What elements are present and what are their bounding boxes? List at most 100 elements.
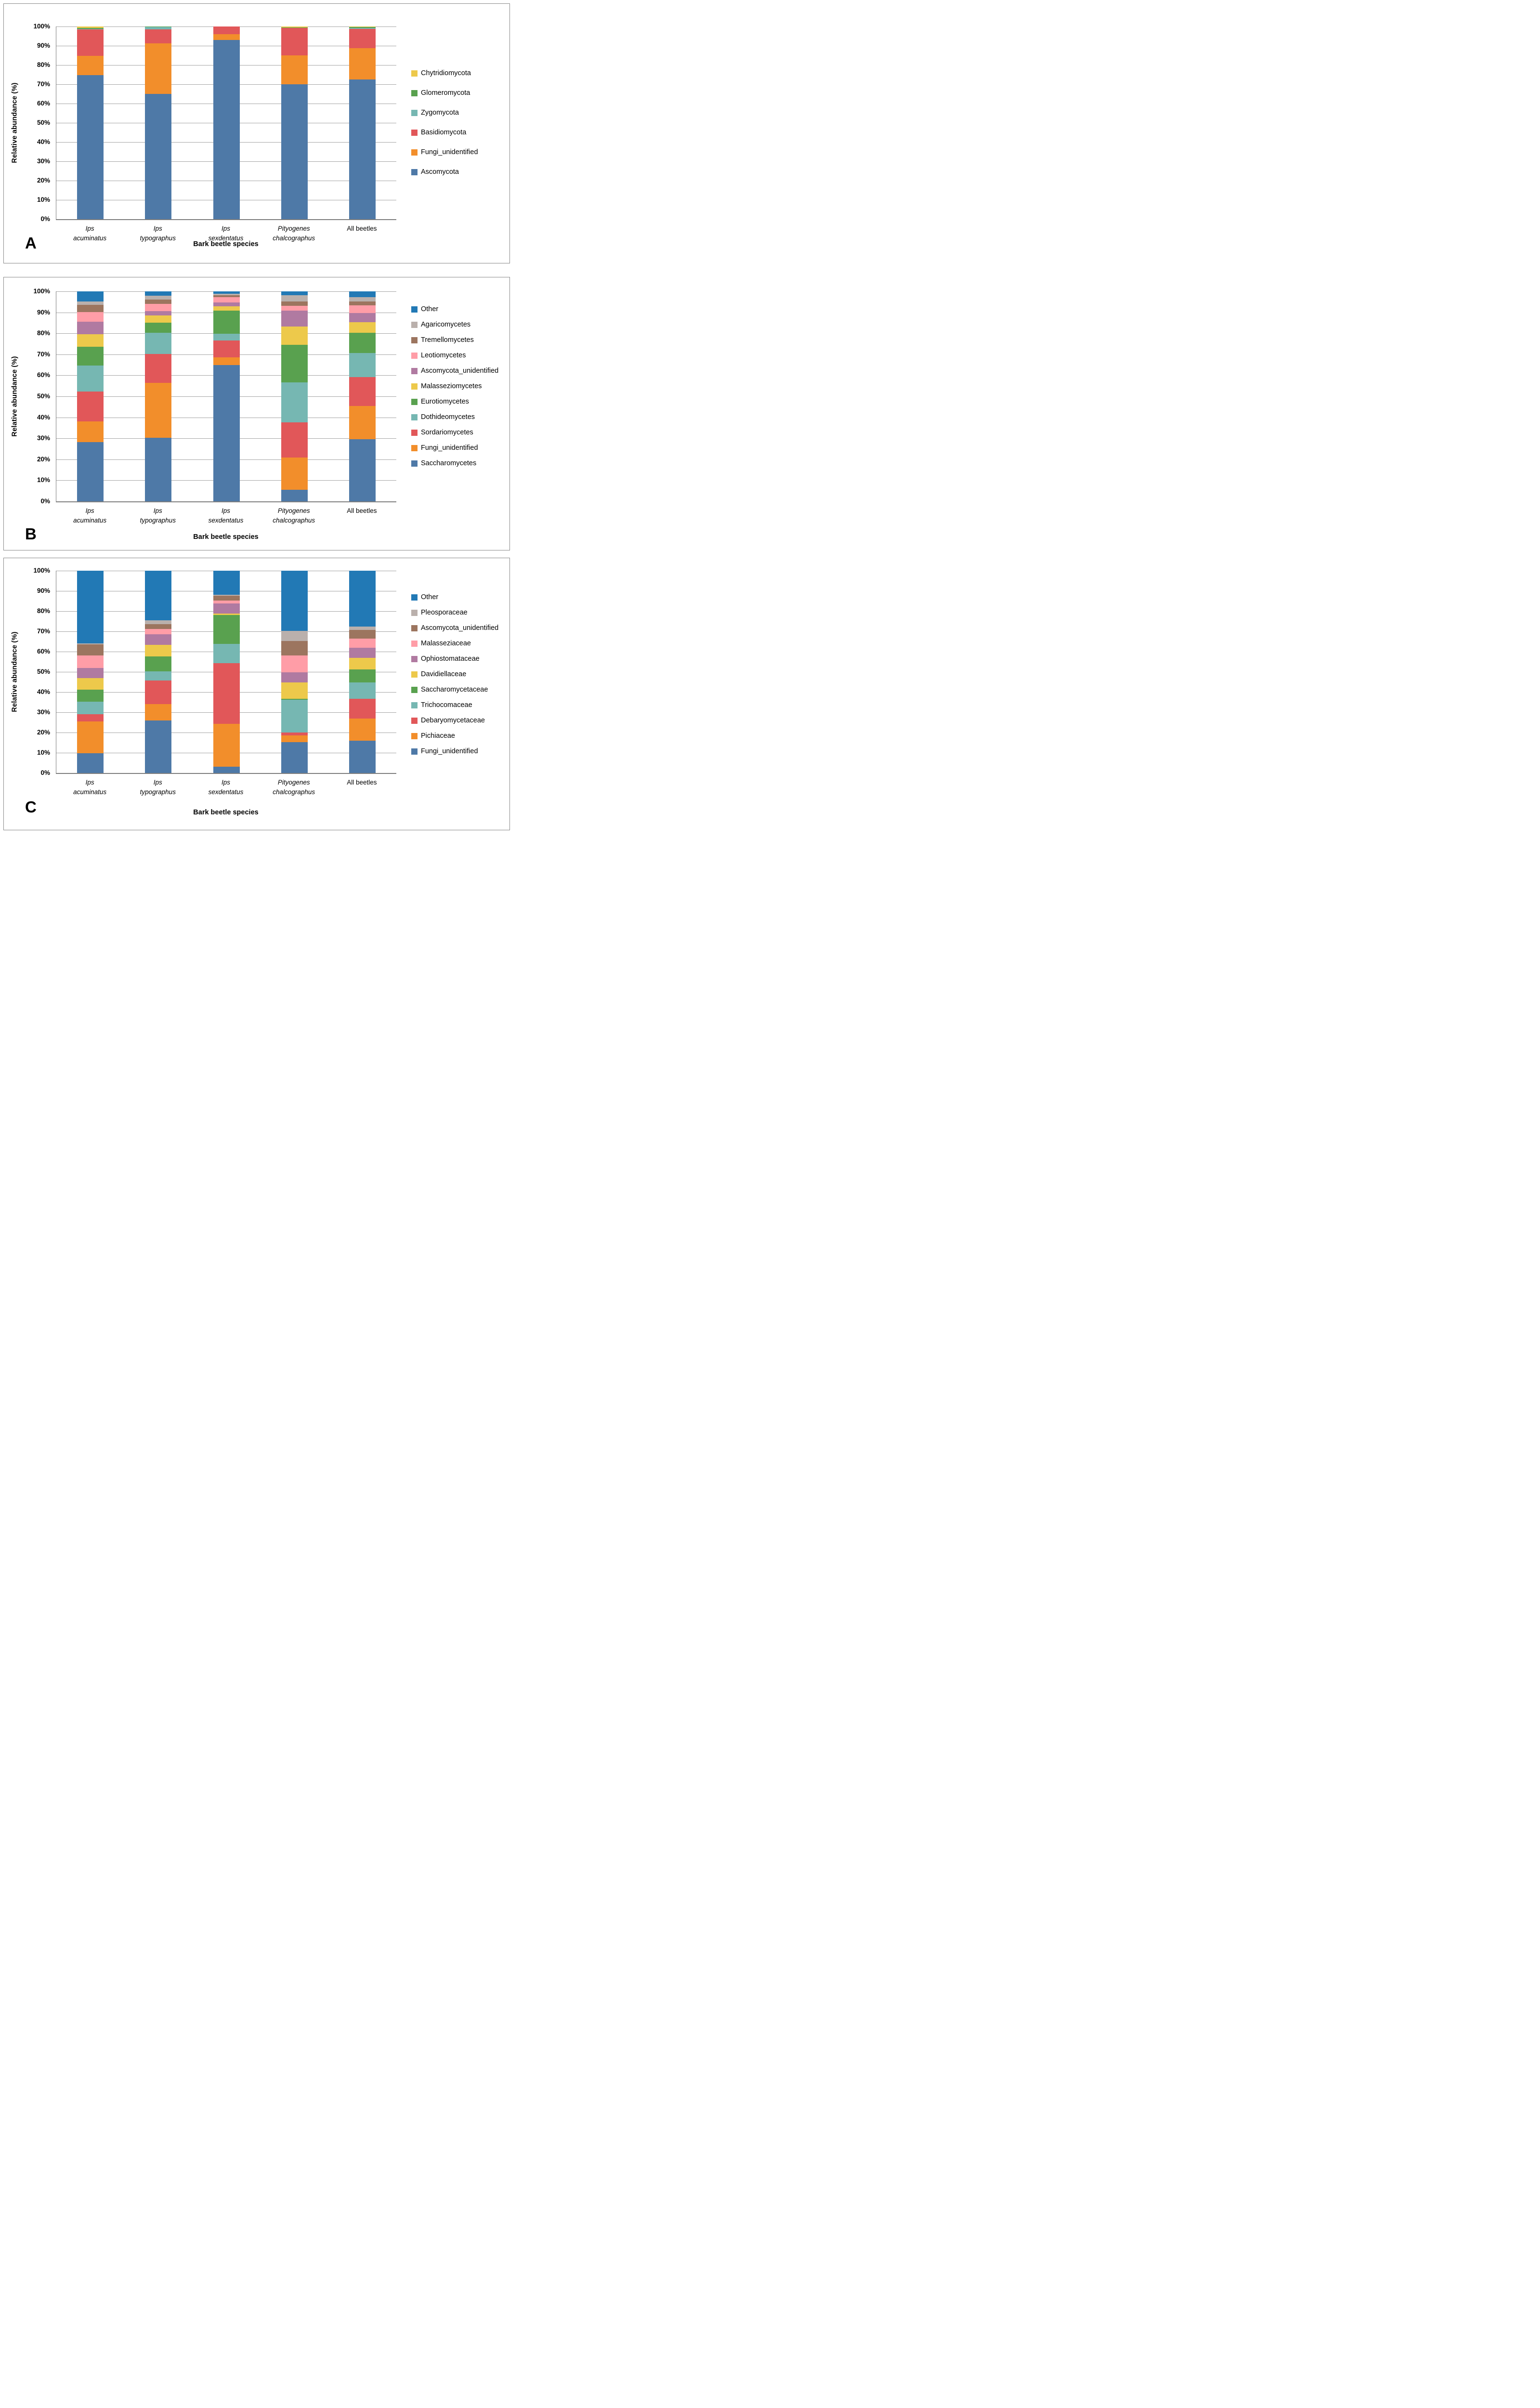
segment-zygomycota (349, 27, 376, 29)
x-label-line2: chalcographus (273, 517, 315, 524)
segment-eurotiomycetes (281, 345, 308, 382)
legend-label: Zygomycota (421, 109, 459, 117)
legend-swatch-chytridiomycota (411, 70, 418, 77)
segment-pleosporaceae (281, 631, 308, 641)
segment-ascomycota-unidentified (281, 310, 308, 327)
legend-item-glomeromycota: Glomeromycota (411, 89, 510, 97)
legend-item-basidiomycota: Basidiomycota (411, 129, 510, 136)
segment-fungi-unidentified (281, 742, 308, 773)
bar-ips-acuminatus (77, 291, 104, 501)
bar-slot-pityogenes-chalcographus (261, 571, 328, 773)
segment-ascomycota-unidentified (77, 644, 104, 656)
segment-ascomycota (213, 40, 240, 219)
legend-swatch-saccharomycetaceae (411, 687, 418, 693)
bar-ips-acuminatus (77, 571, 104, 773)
legend-label: Chytridiomycota (421, 69, 471, 77)
segment-agaricomycetes (145, 296, 172, 300)
bar-slot-ips-acuminatus (56, 571, 124, 773)
x-label-ips-sexdentatus: Ips sexdentatus (192, 506, 260, 526)
y-tick-label: 80% (37, 607, 50, 615)
segment-saccharomycetaceae (145, 656, 172, 672)
segment-saccharomycetaceae (77, 690, 104, 702)
y-tick-label: 70% (37, 80, 50, 88)
legend-item-agaricomycetes: Agaricomycetes (411, 321, 510, 328)
segment-pleosporaceae (77, 643, 104, 645)
segment-davidiellaceae (349, 658, 376, 670)
segment-saccharomycetes (281, 490, 308, 501)
bar-slot-ips-sexdentatus (192, 26, 260, 219)
y-tick-label: 20% (37, 455, 50, 463)
legend-label: Saccharomycetes (421, 459, 477, 467)
segment-glomeromycota (145, 26, 172, 27)
legend-swatch-ophiostomataceae (411, 656, 418, 662)
legend-swatch-ascomycota-unidentified (411, 368, 418, 374)
legend-swatch-agaricomycetes (411, 322, 418, 328)
y-tick-label: 50% (37, 119, 50, 126)
segment-malasseziaceae (77, 655, 104, 668)
x-label-ips-sexdentatus: Ips sexdentatus (192, 224, 260, 244)
segment-pichiaceae (213, 723, 240, 767)
segment-basidiomycota (77, 29, 104, 56)
bar-ips-sexdentatus (213, 26, 240, 219)
segment-malasseziaceae (281, 655, 308, 673)
legend-item-ascomycota-unidentified: Ascomycota_unidentified (411, 624, 510, 632)
segment-debaryomycetaceae (349, 699, 376, 719)
segment-fungi-unidentified (213, 357, 240, 365)
y-tick-label: 80% (37, 61, 50, 68)
segment-other (281, 291, 308, 296)
x-label-line1: Ips (153, 507, 162, 514)
segment-ascomycota (77, 75, 104, 219)
x-label-line1: Ips (153, 779, 162, 786)
x-label-line2: acuminatus (73, 235, 107, 242)
segment-debaryomycetaceae (145, 681, 172, 704)
x-label-line2: acuminatus (73, 788, 107, 796)
legend: Other Pleosporaceae Ascomycota_unidentifie… (411, 593, 510, 755)
legend-item-other: Other (411, 305, 510, 313)
y-axis-title-text: Relative abundance (%) (11, 631, 19, 712)
bar-slot-ips-sexdentatus (192, 571, 260, 773)
segment-malasseziomycetes (213, 306, 240, 311)
legend-swatch-basidiomycota (411, 130, 418, 136)
segment-agaricomycetes (281, 295, 308, 302)
legend-item-chytridiomycota: Chytridiomycota (411, 69, 510, 77)
segment-tremellomycetes (145, 299, 172, 304)
segment-other (77, 291, 104, 301)
y-tick-label: 90% (37, 42, 50, 49)
legend-swatch-saccharomycetes (411, 460, 418, 467)
bar-slot-all-beetles (328, 291, 396, 501)
segment-davidiellaceae (145, 645, 172, 656)
segment-dothideomycetes (145, 333, 172, 354)
segment-debaryomycetaceae (281, 732, 308, 735)
y-tick-label: 10% (37, 749, 50, 756)
y-tick-label: 0% (40, 497, 50, 505)
segment-pichiaceae (349, 719, 376, 741)
segment-saccharomycetaceae (281, 699, 308, 700)
segment-ophiostomataceae (77, 668, 104, 679)
segment-chytridiomycota (77, 26, 104, 28)
legend-label: Ophiostomataceae (421, 655, 480, 663)
x-label-all-beetles: All beetles (328, 778, 396, 798)
bar-ips-typographus (145, 291, 172, 501)
legend-swatch-trichocomaceae (411, 702, 418, 708)
legend-item-malasseziomycetes: Malasseziomycetes (411, 382, 510, 390)
segment-leotiomycetes (281, 305, 308, 311)
segment-fungi-unidentified (349, 48, 376, 79)
legend-swatch-fungi-unidentified (411, 748, 418, 755)
x-label-ips-typographus: Ips typographus (124, 778, 192, 798)
legend-item-zygomycota: Zygomycota (411, 109, 510, 117)
segment-other (213, 291, 240, 294)
segment-ascomycota-unidentified (213, 302, 240, 307)
legend-label: Agaricomycetes (421, 321, 471, 328)
plot-area (56, 571, 396, 774)
legend-item-ascomycota-unidentified: Ascomycota_unidentified (411, 367, 510, 375)
segment-sordariomycetes (349, 377, 376, 406)
bar-columns (56, 26, 396, 219)
segment-other (213, 571, 240, 595)
x-axis-title: Bark beetle species (193, 240, 259, 248)
x-category-labels: Ips acuminatus Ips typographus Ips sexdentatu… (56, 506, 396, 526)
bar-columns (56, 291, 396, 501)
segment-ophiostomataceae (281, 672, 308, 683)
legend-swatch-pichiaceae (411, 733, 418, 739)
legend-label: Pichiaceae (421, 732, 455, 740)
legend-label: Malasseziaceae (421, 640, 471, 647)
